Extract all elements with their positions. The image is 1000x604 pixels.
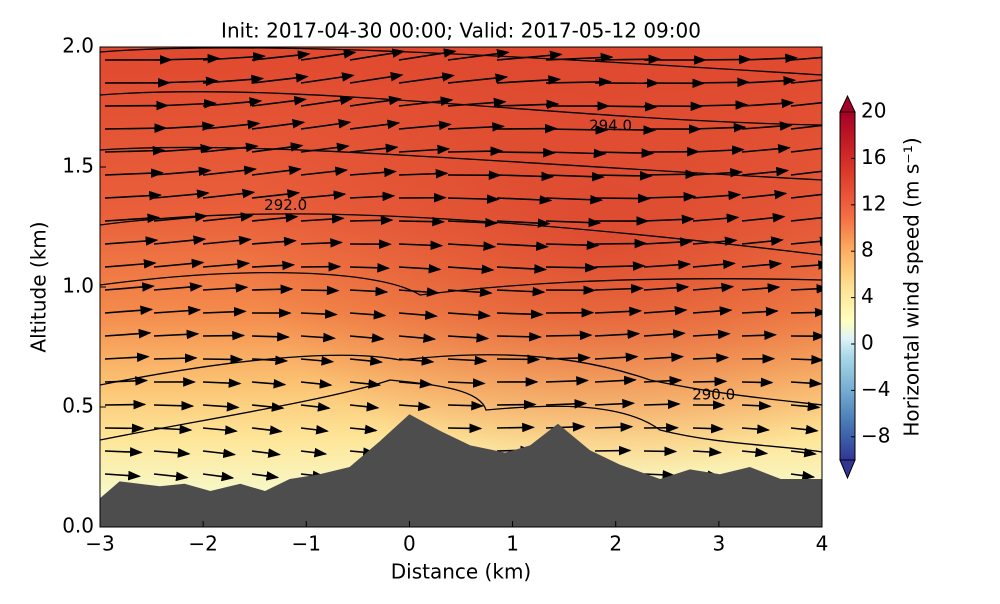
y-tick-label: 0.0 — [62, 514, 94, 538]
wind-vector — [497, 152, 554, 153]
colorbar-tick-label: 4 — [861, 284, 874, 308]
wind-vector — [693, 82, 748, 83]
wind-vector — [497, 336, 540, 337]
chart-title: Init: 2017-04-30 00:00; Valid: 2017-05-1… — [221, 19, 701, 43]
colorbar-tick-label: 16 — [861, 145, 886, 169]
colorbar-tick-label: −8 — [861, 423, 890, 447]
y-axis-label: Altitude (km) — [27, 221, 51, 352]
y-tick-label: 1.5 — [62, 154, 94, 178]
wind-vector — [546, 267, 596, 268]
wind-vector — [301, 290, 338, 291]
wind-vector — [546, 335, 591, 336]
y-tick-label: 1.0 — [62, 274, 94, 298]
wind-vector — [448, 151, 502, 152]
wind-vector — [105, 404, 145, 405]
wind-vector — [595, 175, 651, 176]
wind-vector — [252, 336, 288, 337]
wind-vector — [595, 243, 646, 244]
wind-vector — [252, 289, 292, 290]
x-tick-label: −2 — [188, 532, 217, 556]
wind-vector — [644, 174, 697, 175]
wind-vector — [154, 405, 193, 406]
x-tick-label: 2 — [609, 532, 622, 556]
wind-vector — [595, 450, 630, 451]
wind-vector — [203, 359, 242, 360]
colorbar-max-extend — [840, 96, 855, 112]
wind-vector — [644, 404, 679, 405]
colorbar-tick-label: −4 — [861, 377, 890, 401]
wind-vector — [742, 382, 772, 383]
wind-vector — [595, 198, 649, 199]
x-tick-label: 4 — [816, 532, 829, 556]
wind-vector — [399, 221, 443, 222]
colorbar-label: Horizontal wind speed (m s⁻¹) — [900, 137, 924, 436]
wind-vector — [791, 359, 823, 360]
contour-label: 294.0 — [589, 117, 632, 135]
colorbar — [840, 112, 855, 460]
colorbar-tick-label: 12 — [861, 191, 886, 215]
wind-vector — [448, 428, 481, 429]
colorbar-tick-label: 0 — [861, 331, 874, 355]
x-tick-label: −1 — [292, 532, 321, 556]
contour-label: 292.0 — [264, 196, 307, 214]
wind-vector — [350, 220, 392, 221]
colorbar-min-extend — [840, 460, 855, 478]
wind-vector — [203, 335, 243, 336]
contour-label: 290.0 — [692, 386, 735, 404]
x-tick-label: 1 — [506, 532, 519, 556]
wind-vector — [693, 59, 750, 60]
wind-vector — [693, 428, 722, 429]
x-tick-label: 0 — [403, 532, 416, 556]
wind-vector — [154, 358, 196, 359]
colorbar-tick-label: 20 — [861, 99, 886, 123]
x-axis-label: Distance (km) — [391, 560, 531, 584]
wind-vector — [448, 405, 482, 406]
y-tick-label: 0.5 — [62, 394, 94, 418]
wind-vector — [693, 381, 726, 382]
wind-vector — [644, 451, 676, 452]
colorbar-tick-label: 8 — [861, 238, 874, 262]
wind-vector — [497, 427, 533, 428]
y-tick-label: 2.0 — [62, 34, 94, 58]
x-tick-label: 3 — [712, 532, 725, 556]
wind-vector — [791, 312, 826, 313]
